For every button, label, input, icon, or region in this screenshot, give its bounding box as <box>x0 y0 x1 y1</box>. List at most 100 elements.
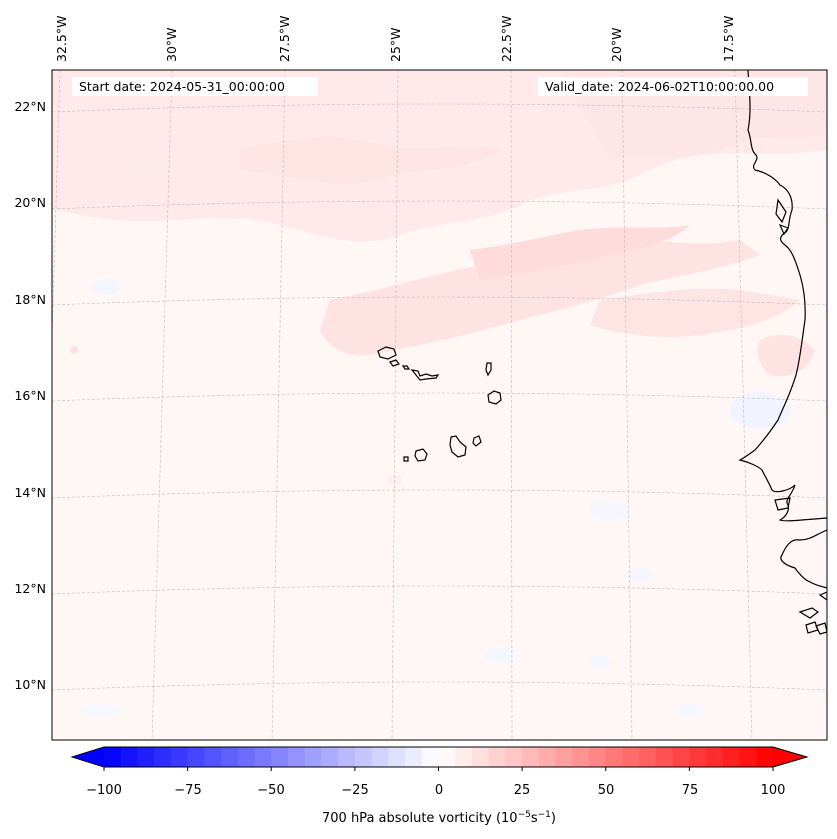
island-sao-vicente <box>389 359 400 367</box>
island-sal <box>485 362 492 377</box>
colorbar-segment <box>572 747 590 767</box>
colorbar-segment <box>120 747 138 767</box>
meridian-line <box>621 70 633 740</box>
colorbar-segment <box>237 747 256 767</box>
colorbar-segment <box>338 747 356 767</box>
saloum-delta <box>774 497 791 511</box>
cb-tick-label-minus-25: −25 <box>341 783 368 798</box>
bissagos-islands <box>798 591 827 635</box>
colorbar-segment <box>421 747 439 767</box>
lon-label-17-5w: 17.5°W <box>721 16 736 62</box>
colorbar-segment <box>722 747 741 767</box>
meridian-line <box>734 70 753 740</box>
parallel-line <box>52 489 827 499</box>
island-sao-nicolau <box>410 369 440 381</box>
colorbar-segment <box>221 747 239 767</box>
colorbar-segment <box>706 747 724 767</box>
start-date-box <box>72 77 318 96</box>
lon-label-25w: 25°W <box>388 27 403 62</box>
lat-label-18n: 18°N <box>14 292 46 307</box>
cb-tick-label-75: 75 <box>682 783 699 798</box>
parallel-line <box>52 296 827 306</box>
meridian-line <box>510 70 513 740</box>
africa-coastline <box>738 70 827 522</box>
colorbar-segment <box>137 747 155 767</box>
colorbar-segment <box>438 747 456 767</box>
colorbar-segment <box>471 747 490 767</box>
cb-tick-label-100: 100 <box>761 783 786 798</box>
valid-date-label: Valid_date: 2024-06-02T10:00:00.00 <box>545 79 774 94</box>
lon-label-30w: 30°W <box>164 27 179 62</box>
colorbar-title-mid: s <box>531 811 538 826</box>
latitude-labels: 22°N 20°N 18°N 16°N 14°N 12°N 10°N <box>14 99 46 692</box>
colorbar-segment <box>639 747 657 767</box>
island-santiago <box>449 435 467 458</box>
parallel-line <box>52 200 827 210</box>
colorbar-segment <box>538 747 557 767</box>
colorbar-title-main: 700 hPa absolute vorticity (10 <box>322 811 518 826</box>
colorbar-segment <box>371 747 389 767</box>
island-maio <box>472 435 482 447</box>
lat-label-16n: 16°N <box>14 388 46 403</box>
cb-tick-label-0: 0 <box>435 783 443 798</box>
lon-label-32-5w: 32.5°W <box>54 16 69 62</box>
meridian-line <box>52 70 61 349</box>
island-fogo <box>414 448 428 462</box>
colorbar-segment <box>104 747 122 767</box>
colorbar-segment <box>589 747 607 767</box>
lon-label-20w: 20°W <box>609 27 624 62</box>
colorbar-segment <box>555 747 573 767</box>
colorbar-segment <box>170 747 189 767</box>
colorbar-tick-labels: −100 −75 −50 −25 0 25 50 75 100 <box>86 783 785 798</box>
parallel-line <box>52 392 827 402</box>
lat-label-22n: 22°N <box>14 99 46 114</box>
colorbar-segment <box>388 747 406 767</box>
colorbar-extend-min <box>72 747 104 767</box>
island-santa-luzia <box>401 365 411 370</box>
colorbar-segment <box>739 747 757 767</box>
colorbar-title-end: ) <box>551 811 556 826</box>
colorbar-title-exp1: −5 <box>518 810 531 820</box>
vorticity-field <box>52 70 827 740</box>
colorbar-segment <box>321 747 339 767</box>
island-santo-antao <box>377 346 397 360</box>
start-date-label: Start date: 2024-05-31_00:00:00 <box>79 79 285 94</box>
colorbar-segment <box>655 747 674 767</box>
colorbar-segment <box>271 747 289 767</box>
meridian-line <box>151 70 173 740</box>
colorbar-segment <box>187 747 205 767</box>
colorbar-title-exp2: −1 <box>538 810 551 820</box>
parallel-line <box>52 585 827 595</box>
parallel-line <box>52 103 827 113</box>
island-boa-vista <box>487 390 502 405</box>
cb-tick-label-25: 25 <box>514 783 531 798</box>
lon-label-22-5w: 22.5°W <box>499 16 514 62</box>
gridlines <box>52 70 827 740</box>
parallel-line <box>52 681 827 691</box>
colorbar-segment <box>405 747 423 767</box>
colorbar-extend-max <box>773 747 807 767</box>
cb-tick-label-minus-100: −100 <box>86 783 122 798</box>
colorbar-segment <box>354 747 373 767</box>
colorbar-segment <box>455 747 473 767</box>
cb-tick-label-minus-75: −75 <box>174 783 201 798</box>
colorbar-segment <box>154 747 172 767</box>
colorbar-segment <box>756 747 774 767</box>
island-brava <box>403 456 409 462</box>
colorbar-segment <box>622 747 640 767</box>
colorbar: −100 −75 −50 −25 0 25 50 75 100 700 hPa … <box>70 746 809 826</box>
colorbar-segments <box>72 747 807 767</box>
colorbar-title: 700 hPa absolute vorticity (10−5s−1) <box>322 810 556 826</box>
colorbar-segment <box>254 747 272 767</box>
colorbar-segment <box>689 747 707 767</box>
cb-tick-label-minus-50: −50 <box>257 783 284 798</box>
longitude-labels: 32.5°W 30°W 27.5°W 25°W 22.5°W 20°W 17.5… <box>54 16 736 62</box>
lon-label-27-5w: 27.5°W <box>277 16 292 62</box>
colorbar-segment <box>304 747 322 767</box>
lat-label-12n: 12°N <box>14 581 46 596</box>
colorbar-segment <box>204 747 222 767</box>
colorbar-segment <box>522 747 540 767</box>
cb-tick-label-50: 50 <box>598 783 615 798</box>
meridian-line <box>391 70 399 740</box>
